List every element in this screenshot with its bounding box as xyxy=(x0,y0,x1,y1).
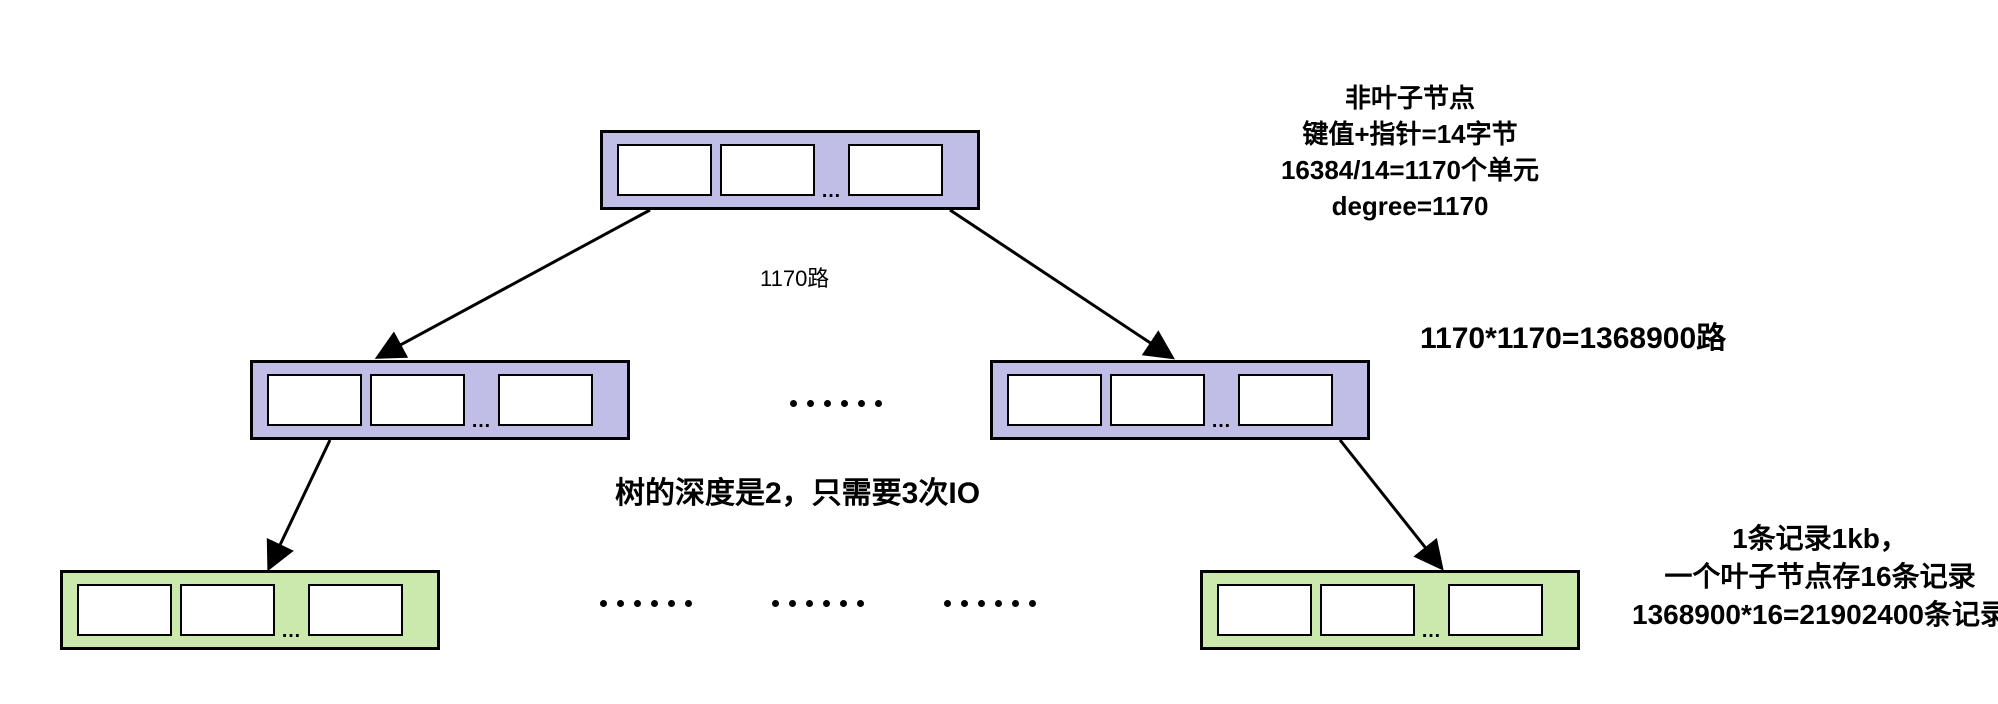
edge-2 xyxy=(270,440,330,566)
dot xyxy=(790,400,797,407)
node-cell xyxy=(848,144,943,196)
text-leaf_desc-line-2: 1368900*16=21902400条记录 xyxy=(1600,596,1998,634)
tree-node-leafB: … xyxy=(1200,570,1580,650)
node-cell xyxy=(720,144,815,196)
text-depth_io: 树的深度是2，只需要3次IO xyxy=(615,475,1135,513)
dot xyxy=(807,400,814,407)
dot xyxy=(978,600,985,607)
edge-0 xyxy=(380,210,650,356)
node-cell xyxy=(1110,374,1205,426)
dot xyxy=(600,600,607,607)
text-depth_io-line-0: 树的深度是2，只需要3次IO xyxy=(615,475,1135,513)
text-fanout_label-line-0: 1170路 xyxy=(760,265,960,293)
dot xyxy=(651,600,658,607)
node-ellipsis: … xyxy=(1211,410,1232,437)
dot xyxy=(823,600,830,607)
text-leaf_desc-line-0: 1条记录1kb， xyxy=(1600,520,1998,558)
node-cell xyxy=(370,374,465,426)
node-cell xyxy=(1448,584,1543,636)
text-level2_paths-line-0: 1170*1170=1368900路 xyxy=(1420,320,1920,358)
edge-1 xyxy=(950,210,1170,356)
dot xyxy=(841,400,848,407)
dot xyxy=(858,400,865,407)
node-cell xyxy=(1217,584,1312,636)
node-cell xyxy=(77,584,172,636)
dots_level3-group-2 xyxy=(944,600,1036,607)
dot xyxy=(995,600,1002,607)
node-cell xyxy=(267,374,362,426)
dots_level3-group-0 xyxy=(600,600,692,607)
node-cell xyxy=(1320,584,1415,636)
node-cell xyxy=(498,374,593,426)
node-ellipsis: … xyxy=(821,180,842,207)
dot xyxy=(789,600,796,607)
text-non_leaf_desc-line-1: 键值+指针=14字节 xyxy=(1220,116,1600,152)
dot xyxy=(685,600,692,607)
dot xyxy=(875,400,882,407)
dot xyxy=(1012,600,1019,607)
edge-3 xyxy=(1340,440,1440,566)
node-cell xyxy=(617,144,712,196)
text-non_leaf_desc: 非叶子节点键值+指针=14字节16384/14=1170个单元degree=11… xyxy=(1220,80,1600,224)
node-ellipsis: … xyxy=(471,410,492,437)
dots_level2-group-0 xyxy=(790,400,882,407)
dot xyxy=(1029,600,1036,607)
dot xyxy=(944,600,951,607)
text-fanout_label: 1170路 xyxy=(760,265,960,293)
dot xyxy=(961,600,968,607)
node-ellipsis: … xyxy=(1421,620,1442,647)
node-cell xyxy=(1007,374,1102,426)
dots_level3-group-1 xyxy=(772,600,864,607)
dot xyxy=(617,600,624,607)
tree-node-l2a: … xyxy=(250,360,630,440)
text-leaf_desc-line-1: 一个叶子节点存16条记录 xyxy=(1600,558,1998,596)
dot xyxy=(806,600,813,607)
dot xyxy=(772,600,779,607)
text-non_leaf_desc-line-0: 非叶子节点 xyxy=(1220,80,1600,116)
node-cell xyxy=(1238,374,1333,426)
tree-node-root: … xyxy=(600,130,980,210)
text-non_leaf_desc-line-2: 16384/14=1170个单元 xyxy=(1220,152,1600,188)
node-cell xyxy=(180,584,275,636)
dot xyxy=(668,600,675,607)
dot xyxy=(824,400,831,407)
dot xyxy=(634,600,641,607)
text-level2_paths: 1170*1170=1368900路 xyxy=(1420,320,1920,358)
text-leaf_desc: 1条记录1kb，一个叶子节点存16条记录1368900*16=21902400条… xyxy=(1600,520,1998,634)
text-non_leaf_desc-line-3: degree=1170 xyxy=(1220,188,1600,224)
dot xyxy=(857,600,864,607)
node-ellipsis: … xyxy=(281,620,302,647)
tree-node-l2b: … xyxy=(990,360,1370,440)
dot xyxy=(840,600,847,607)
dots_level2 xyxy=(790,400,882,407)
dots_level3 xyxy=(600,600,1036,607)
diagram-stage: … … … … … 非叶子节点键值+指针=14字节16384/14=1170个单元deg… xyxy=(0,0,1998,704)
tree-node-leafA: … xyxy=(60,570,440,650)
node-cell xyxy=(308,584,403,636)
